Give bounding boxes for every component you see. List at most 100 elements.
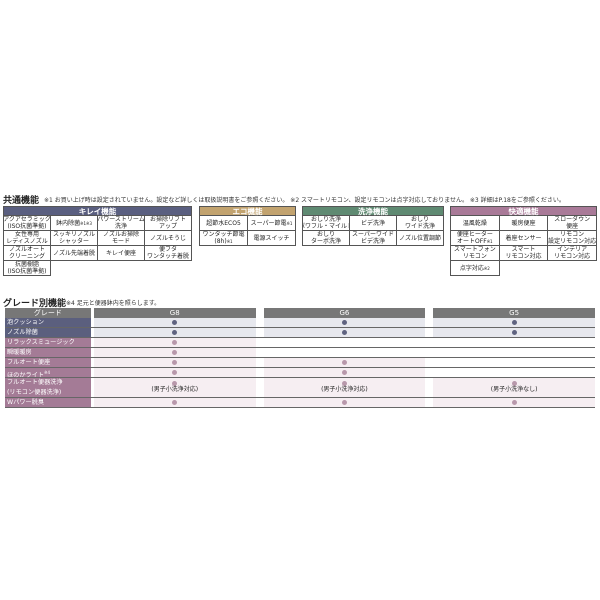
feature-cell: ノズル位置調節 [397, 231, 444, 246]
grade-cell-note: (男子小洗浄対応) [321, 386, 368, 393]
gap [90, 318, 94, 327]
feature-cell: スーパーワイド ビデ洗浄 [350, 231, 397, 246]
grade-cell-g5 [433, 398, 595, 407]
grade-cell-g6 [263, 328, 426, 337]
gap [255, 398, 264, 407]
feature-label-line1: 便フタ [158, 246, 177, 253]
feature-label: スローダウン [554, 216, 590, 223]
feature-label: スッキリノズル [53, 231, 95, 238]
row-label-text: 泡クッション [7, 319, 45, 326]
feature-label: おしり [411, 216, 429, 223]
feature-available-dot-icon [511, 330, 517, 335]
feature-available-dot-icon [172, 340, 178, 345]
feature-label-line2-text: (設定リモコン対応) [548, 238, 597, 245]
feature-label-line1: アクアセラミック [4, 216, 51, 223]
feature-label-line2-text: モード [111, 238, 130, 245]
feature-label-line1: ビデ洗浄 [360, 219, 385, 227]
feature-cell: 点字対応※2 [451, 261, 500, 276]
grade-cell-g8 [93, 318, 256, 327]
feature-label: 点字対応※2 [460, 265, 490, 272]
feature-label: リモコン [560, 231, 584, 238]
feature-available-dot-icon [172, 320, 178, 325]
feature-label-line2: アップ [159, 223, 177, 230]
common-features-title: 共通機能 [3, 196, 40, 206]
grade-header-g6: G6 [263, 308, 426, 318]
grade-cell-g8 [93, 398, 256, 407]
gap [255, 338, 264, 347]
feature-cell: キレイ便座 [98, 246, 145, 261]
grade-cell-note: (男子小洗浄なし) [490, 386, 538, 393]
row-label-text: ノズル除菌 [7, 329, 38, 336]
row-label-text-line2: (リモコン便器洗浄) [7, 389, 62, 396]
feature-cell: スマート リモコン対応 [499, 246, 549, 261]
row-label-text: 瞬暖暖房 [7, 349, 32, 356]
feature-label-line1: 着座センサー [505, 234, 542, 242]
feature-label-line2: リモコン対応 [505, 253, 541, 260]
feature-label-line1: キレイ便座 [105, 249, 136, 257]
feature-label-line1: 点字対応 [459, 264, 484, 272]
feature-label-line1: スマート [511, 246, 536, 253]
grade-cell-g5 [433, 358, 595, 367]
feature-label: ワンタッチ節電 [202, 231, 244, 238]
feature-label-line1: ノズルオート [8, 246, 45, 253]
feature-cell: 鉢内除菌※1※3 [51, 216, 98, 231]
common-features-notes: ※1 お買い上げ時は設定されていません。設定など詳しくは取扱説明書をご参照くださ… [44, 197, 565, 204]
feature-cell: 便フタ ワンタッチ着脱 [145, 246, 192, 261]
feature-label-line1: ワンタッチ節電 [202, 231, 245, 238]
feature-label-line1: ノズル先端着脱 [52, 249, 95, 257]
grade-cell-g8 [93, 348, 256, 357]
gap [90, 378, 94, 397]
feature-label-line1: 温風乾燥 [462, 219, 487, 227]
feature-label: 電源スイッチ [253, 235, 289, 242]
grade-cell-g6 [264, 348, 426, 357]
grade-row: フルオート便器洗浄 (リモコン便器洗浄) (男子小洗浄対応) (男子小洗浄対応) (男子… [5, 378, 595, 398]
feature-label-line2: (ISO抗菌準拠) [8, 268, 47, 275]
gap [255, 358, 264, 367]
gap [255, 328, 264, 337]
feature-available-dot-icon [511, 381, 517, 386]
grade-row-label: フルオート便座 [5, 358, 91, 367]
feature-cell: ノズルお掃除 モード [98, 231, 145, 246]
feature-label: ノズルオート [9, 246, 45, 253]
grade-cell-g6 [263, 398, 426, 407]
feature-label: ノズルお掃除 [103, 231, 139, 238]
feature-label: キレイ便座 [106, 250, 136, 257]
gap [425, 338, 434, 347]
row-label-text: ほのかライト [7, 372, 45, 380]
grade-row: フルオート便座 [5, 358, 595, 368]
feature-panel: 洗浄機能おしり洗浄(パワフル・マイルド)ビデ洗浄おしりワイド洗浄おしりターボ洗浄… [302, 206, 444, 246]
row-label-text: フルオート便器洗浄 [7, 379, 63, 386]
gap [425, 328, 434, 337]
feature-label-line2-text: (ISO抗菌準拠) [7, 268, 47, 275]
gap [90, 398, 94, 407]
feature-label-line2: ターボ洗浄 [311, 238, 341, 245]
feature-label-line1: 便座ヒーター [456, 231, 493, 238]
feature-cell: 暖房便座 [499, 216, 549, 231]
feature-cell: ノズルオート クリーニング [4, 246, 51, 261]
grade-cell-g8 [93, 338, 256, 347]
feature-label-line1: スーパーワイド [352, 231, 394, 238]
feature-label: 抗菌樹脂 [15, 261, 39, 268]
feature-available-dot-icon [341, 370, 347, 375]
feature-label-line1: 暖房便座 [511, 219, 536, 227]
grade-row-label: 瞬暖暖房 [5, 348, 91, 357]
feature-label-line2: クリーニング [9, 253, 45, 260]
grade-row-label: Wパワー脱臭 [5, 398, 91, 407]
feature-available-dot-icon [172, 400, 178, 405]
feature-available-dot-icon [341, 381, 347, 386]
row-label-text: Wパワー脱臭 [7, 399, 45, 406]
feature-label-line2: (8h)※1 [214, 238, 232, 245]
feature-label-line2-text: リモコン [462, 253, 487, 260]
feature-panel-header: エコ機能 [199, 206, 296, 216]
feature-panel-header: 快適機能 [450, 206, 597, 216]
grade-table: グレード G8 G6 G5 泡クッション ノズル除菌 リラックスミュージック 瞬暖暖房 フルオー… [5, 308, 595, 408]
feature-label-line2: ワイド洗浄 [405, 223, 435, 230]
feature-label-line2: ワンタッチ着脱 [147, 253, 189, 260]
grade-cell-g5 [433, 348, 595, 357]
feature-label-line1: ノズルお掃除 [102, 231, 139, 238]
feature-available-dot-icon [341, 400, 347, 405]
feature-label-line2-text: ワイド洗浄 [404, 223, 435, 230]
feature-cell: インテリア リモコン対応 [548, 246, 597, 261]
grade-cell-g8 [93, 358, 256, 367]
feature-panel-header: キレイ機能 [3, 206, 192, 216]
